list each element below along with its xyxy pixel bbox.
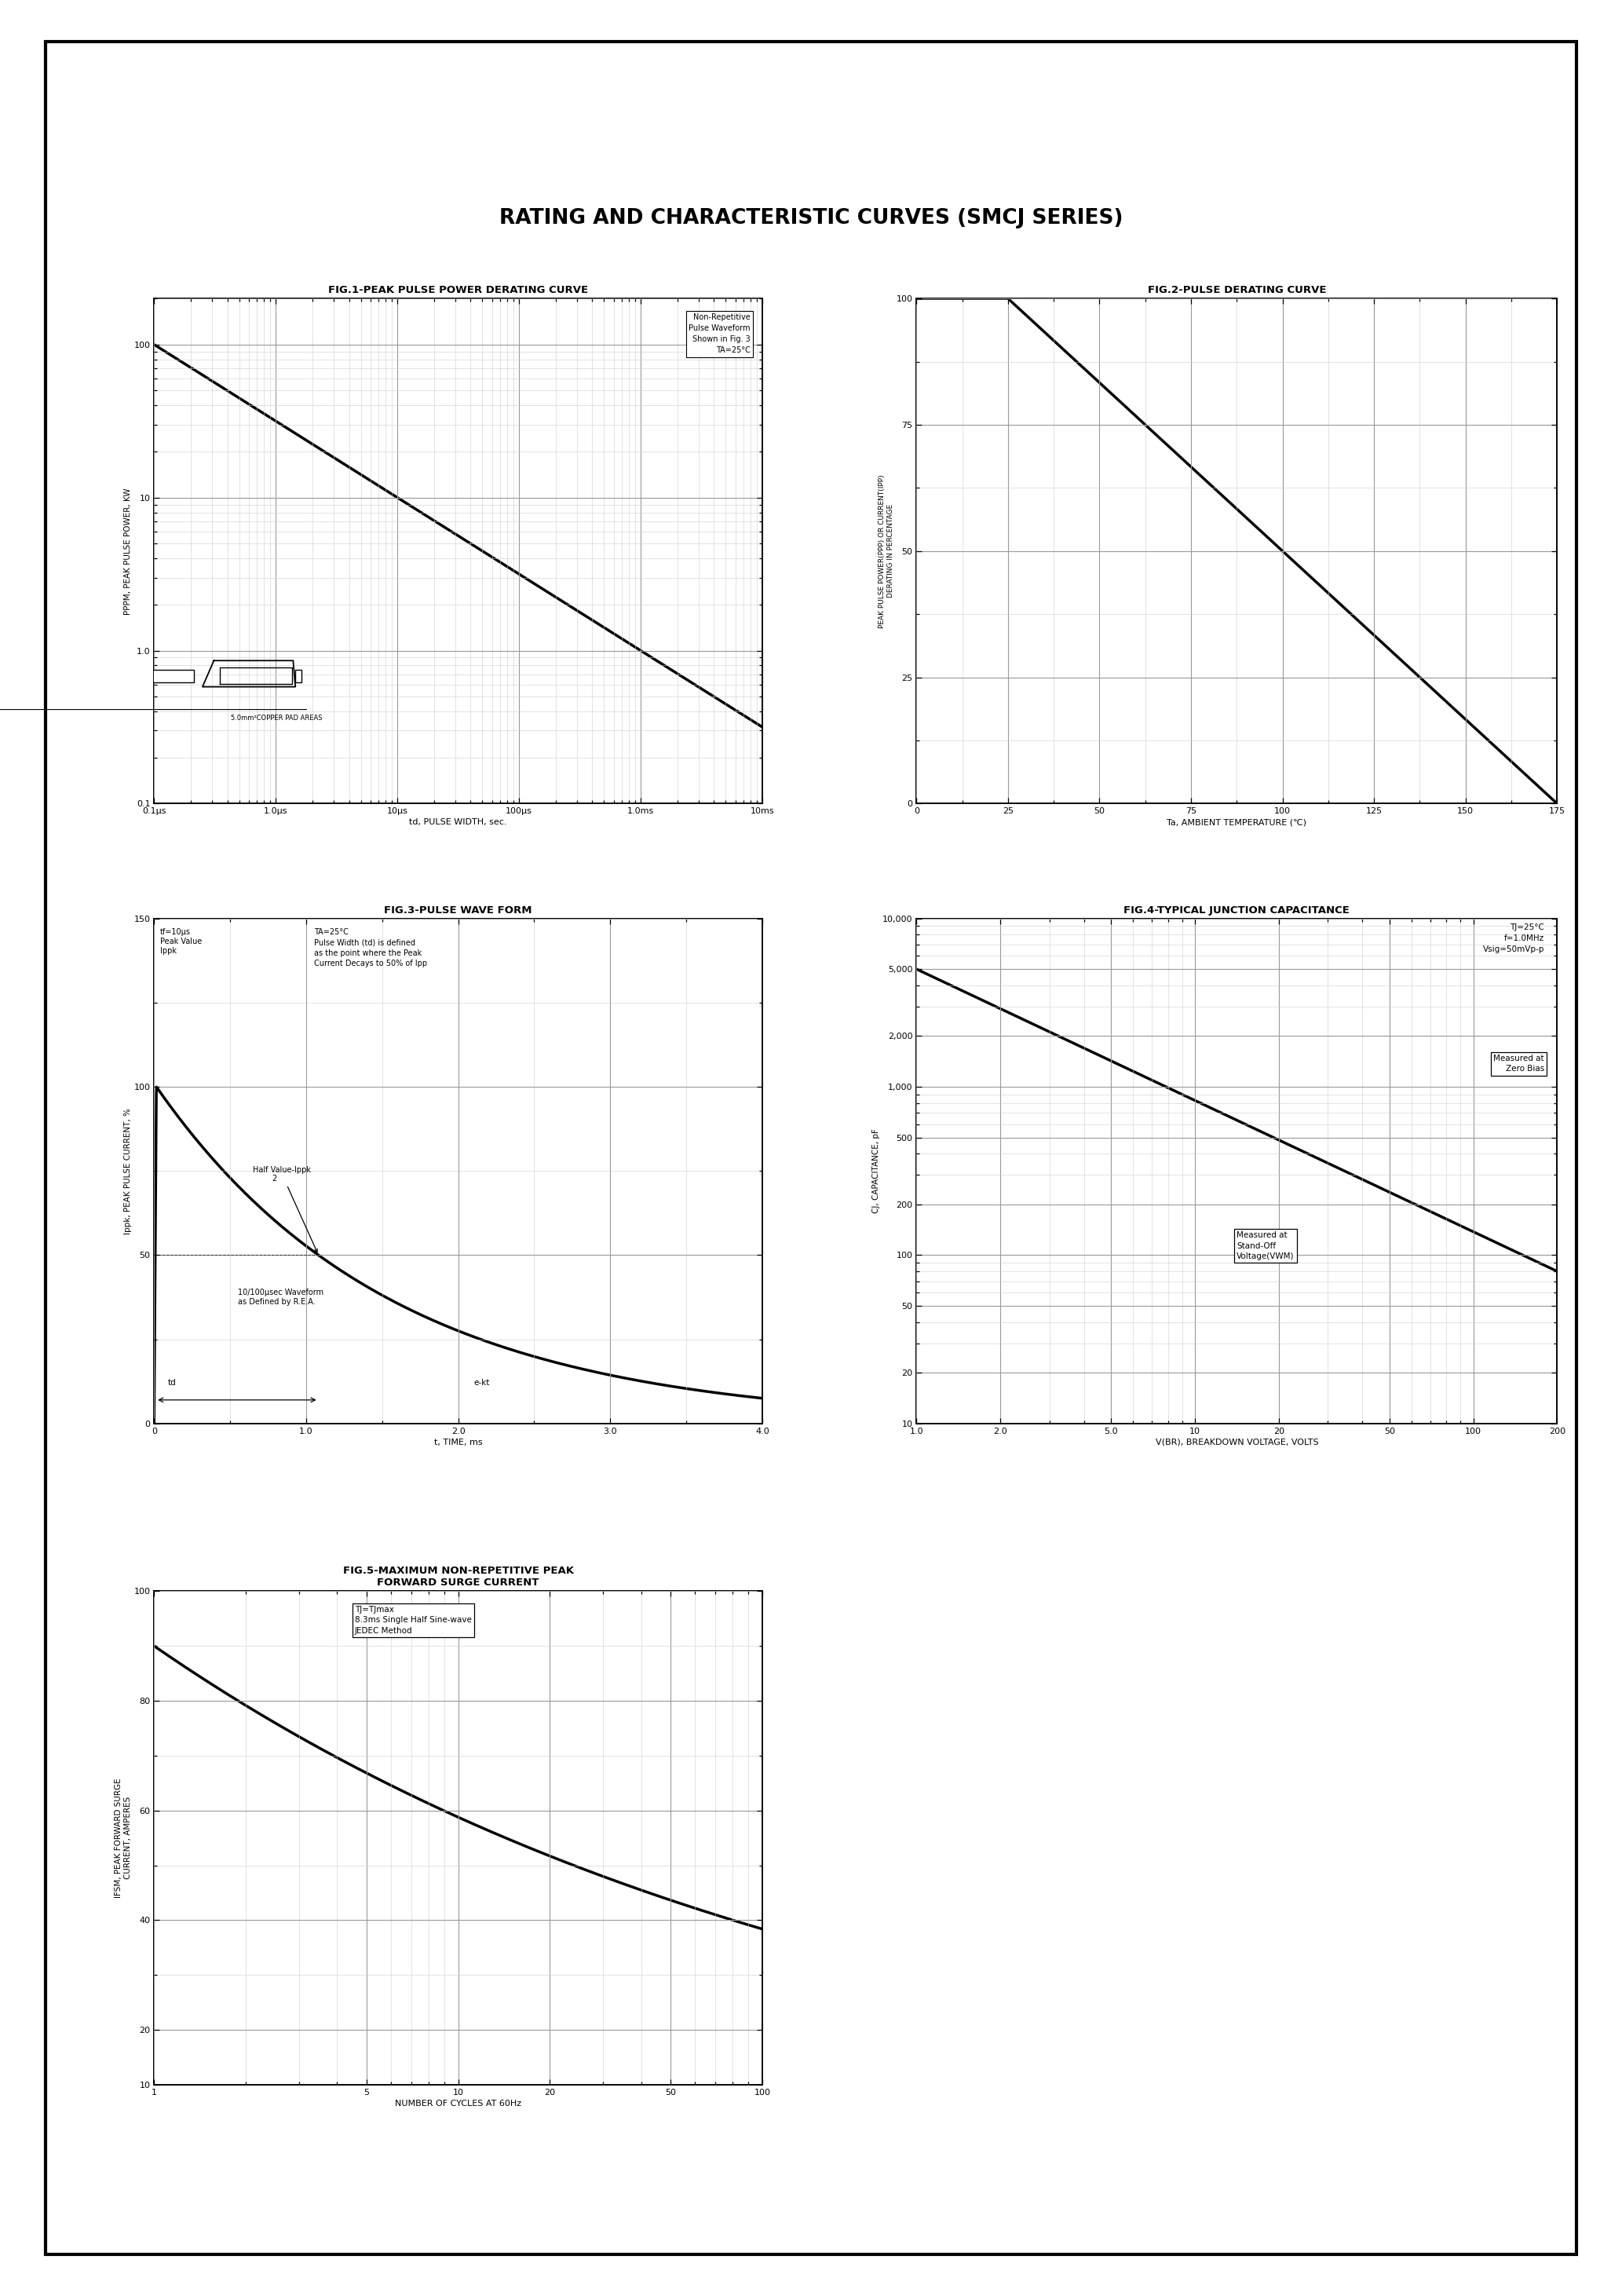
Text: Non-Repetitive
Pulse Waveform
Shown in Fig. 3
TA=25°C: Non-Repetitive Pulse Waveform Shown in F… <box>689 315 749 354</box>
Title: FIG.5-MAXIMUM NON-REPETITIVE PEAK
FORWARD SURGE CURRENT: FIG.5-MAXIMUM NON-REPETITIVE PEAK FORWAR… <box>342 1566 574 1589</box>
Text: 10/100µsec Waveform
as Defined by R.E.A.: 10/100µsec Waveform as Defined by R.E.A. <box>238 1288 323 1306</box>
Bar <box>295 670 302 682</box>
Title: FIG.3-PULSE WAVE FORM: FIG.3-PULSE WAVE FORM <box>384 905 532 916</box>
Text: 5.0mm²COPPER PAD AREAS: 5.0mm²COPPER PAD AREAS <box>232 714 323 721</box>
X-axis label: t, TIME, ms: t, TIME, ms <box>435 1440 482 1446</box>
Text: tf=10µs
Peak Value
Ippk: tf=10µs Peak Value Ippk <box>161 928 203 955</box>
X-axis label: V(BR), BREAKDOWN VOLTAGE, VOLTS: V(BR), BREAKDOWN VOLTAGE, VOLTS <box>1155 1440 1319 1446</box>
X-axis label: td, PULSE WIDTH, sec.: td, PULSE WIDTH, sec. <box>409 820 508 827</box>
Text: TA=25°C
Pulse Width (td) is defined
as the point where the Peak
Current Decays t: TA=25°C Pulse Width (td) is defined as t… <box>313 928 427 967</box>
Title: FIG.4-TYPICAL JUNCTION CAPACITANCE: FIG.4-TYPICAL JUNCTION CAPACITANCE <box>1124 905 1350 916</box>
Y-axis label: CJ, CAPACITANCE, pF: CJ, CAPACITANCE, pF <box>873 1130 881 1212</box>
Y-axis label: PPPM, PEAK PULSE POWER, KW: PPPM, PEAK PULSE POWER, KW <box>123 487 131 615</box>
Text: td: td <box>167 1378 177 1387</box>
Y-axis label: PEAK PULSE POWER(PPP) OR CURRENT(IPP)
DERATING IN PERCENTAGE: PEAK PULSE POWER(PPP) OR CURRENT(IPP) DE… <box>879 475 894 627</box>
X-axis label: NUMBER OF CYCLES AT 60Hz: NUMBER OF CYCLES AT 60Hz <box>396 2101 521 2108</box>
Text: TJ=TJmax
8.3ms Single Half Sine-wave
JEDEC Method: TJ=TJmax 8.3ms Single Half Sine-wave JED… <box>355 1605 472 1635</box>
Text: TJ=25°C
f=1.0MHz
Vsig=50mVp-p: TJ=25°C f=1.0MHz Vsig=50mVp-p <box>1483 923 1544 953</box>
Text: e-kt: e-kt <box>474 1378 490 1387</box>
Y-axis label: Ippk, PEAK PULSE CURRENT, %: Ippk, PEAK PULSE CURRENT, % <box>123 1107 131 1235</box>
Title: FIG.1-PEAK PULSE POWER DERATING CURVE: FIG.1-PEAK PULSE POWER DERATING CURVE <box>328 285 589 296</box>
Text: Measured at
Zero Bias: Measured at Zero Bias <box>1494 1054 1544 1072</box>
Title: FIG.2-PULSE DERATING CURVE: FIG.2-PULSE DERATING CURVE <box>1147 285 1327 296</box>
X-axis label: Ta, AMBIENT TEMPERATURE (℃): Ta, AMBIENT TEMPERATURE (℃) <box>1166 820 1307 827</box>
Text: RATING AND CHARACTERISTIC CURVES (SMCJ SERIES): RATING AND CHARACTERISTIC CURVES (SMCJ S… <box>500 209 1122 227</box>
Text: Measured at
Stand-Off
Voltage(VWM): Measured at Stand-Off Voltage(VWM) <box>1236 1231 1294 1261</box>
Bar <box>97 670 195 682</box>
Y-axis label: IFSM, PEAK FORWARD SURGE
CURRENT, AMPERES: IFSM, PEAK FORWARD SURGE CURRENT, AMPERE… <box>115 1777 131 1899</box>
Text: Half Value-Ippk
        2: Half Value-Ippk 2 <box>253 1166 318 1251</box>
